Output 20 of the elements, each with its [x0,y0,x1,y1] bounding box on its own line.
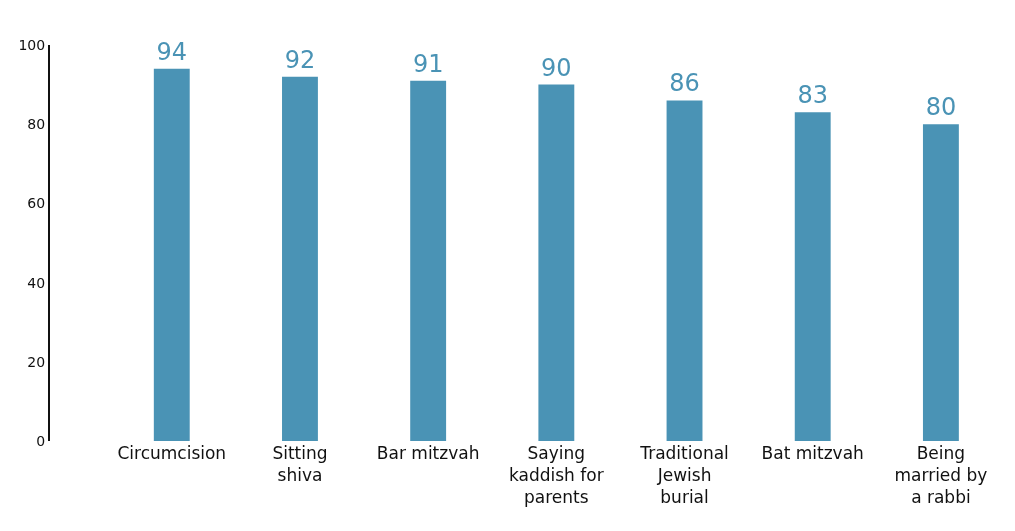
y-tick-label: 0 [36,432,46,449]
data-label: 83 [797,81,828,110]
data-label: 90 [541,53,572,82]
x-tick-label: Circumcision [117,443,227,463]
x-tick-label: Saying kaddish for parents [509,443,604,508]
data-label: 92 [284,45,316,74]
y-tick-label: 60 [27,195,46,212]
x-tick-label: Traditional Jewish burial [639,443,729,508]
x-tick-label: Bat mitzvah [761,443,864,463]
y-tick-label: 40 [27,274,46,291]
data-label: 80 [925,93,957,122]
data-label: 91 [412,49,444,78]
x-tick-label: Sitting shiva [272,443,328,486]
data-label: 94 [156,37,188,66]
x-tick-label: Bar mitzvah [376,443,480,463]
data-label: 86 [669,69,700,98]
y-tick-label: 20 [27,353,46,370]
y-tick-label: 80 [27,116,46,133]
y-tick-label: 100 [18,36,46,53]
x-tick-label: Being married by a rabbi [894,443,988,508]
